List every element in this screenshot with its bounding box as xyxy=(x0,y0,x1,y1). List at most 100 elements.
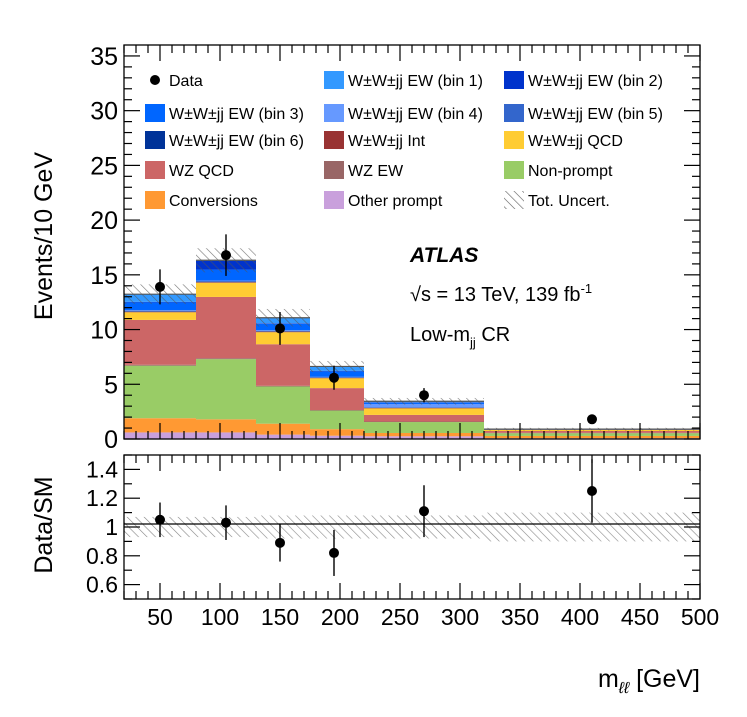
uncertainty-bin3 xyxy=(256,308,310,327)
legend-swatch-uncertainty xyxy=(504,191,524,209)
data-point-6 xyxy=(587,414,597,425)
legend-label: W±W±jj EW (bin 1) xyxy=(348,73,483,90)
legend-label: W±W±jj EW (bin 5) xyxy=(528,106,663,123)
region-label: Low-mjj CR xyxy=(410,324,510,350)
bar-wzew-bin3 xyxy=(256,385,310,387)
legend-label: Non-prompt xyxy=(528,163,613,180)
bar-np-bin2 xyxy=(196,359,256,420)
bar-np-bin1 xyxy=(124,365,196,419)
legend-label: W±W±jj QCD xyxy=(528,133,623,150)
uncertainty-bin6 xyxy=(484,427,700,431)
ratio-point-3 xyxy=(275,537,285,548)
data-point-5 xyxy=(419,390,429,401)
main-y-axis-label: Events/10 GeV xyxy=(30,152,58,320)
x-tick-label: 450 xyxy=(621,604,659,630)
ratio-point-5 xyxy=(419,506,429,517)
x-tick-label: 50 xyxy=(147,604,173,630)
legend-label: W±W±jj EW (bin 2) xyxy=(528,73,663,90)
legend-swatch-int xyxy=(324,131,344,149)
x-tick-label: 250 xyxy=(381,604,419,630)
bar-conv-bin4 xyxy=(310,429,364,436)
legend-swatch-np xyxy=(504,161,524,179)
ratio-y-ticks: 0.6 0.8 1 1.2 1.4 xyxy=(86,454,700,600)
bar-b6-bin1 xyxy=(124,311,196,312)
ratio-uncertainty-bin3 xyxy=(256,515,310,539)
legend-label: Data xyxy=(169,73,203,90)
legend-swatch-b1 xyxy=(324,71,344,89)
x-tick-label: 300 xyxy=(441,604,479,630)
legend-swatch-conv xyxy=(145,191,165,209)
ratio-y-tick-label: 1.4 xyxy=(86,456,118,482)
legend-swatch-b6 xyxy=(145,131,165,149)
x-tick-label: 150 xyxy=(261,604,299,630)
bar-other-bin4 xyxy=(310,435,364,439)
bar-conv-bin3 xyxy=(256,423,310,435)
bar-np-bin3 xyxy=(256,386,310,424)
bar-b4-bin2 xyxy=(196,280,256,282)
bar-wzew-bin2 xyxy=(196,358,256,360)
energy-lumi-label: √s = 13 TeV, 139 fb-1 xyxy=(410,281,592,306)
bar-b3-bin1 xyxy=(124,302,196,311)
legend-swatch-wzqcd xyxy=(145,161,165,179)
ratio-point-1 xyxy=(155,514,165,525)
bar-b4-bin5 xyxy=(364,403,484,408)
uncertainty-bin4 xyxy=(310,360,364,372)
bar-other-bin3 xyxy=(256,434,310,439)
atlas-label: ATLAS xyxy=(409,244,478,267)
x-tick-label: 100 xyxy=(201,604,239,630)
bar-b5-bin1 xyxy=(124,310,196,312)
legend-label: Tot. Uncert. xyxy=(528,193,610,210)
ratio-uncertainty-bin4 xyxy=(310,515,364,539)
bar-wzew-bin4 xyxy=(310,409,364,411)
ratio-point-6 xyxy=(587,486,597,496)
legend-marker-data xyxy=(150,75,160,85)
bar-b6-bin2 xyxy=(196,281,256,283)
x-tick-label: 350 xyxy=(501,604,539,630)
bar-b4-bin1 xyxy=(124,310,196,311)
data-point-3 xyxy=(275,323,285,334)
bar-int-bin2 xyxy=(196,282,256,283)
legend-swatch-qcd xyxy=(504,131,524,149)
legend-swatch-b4 xyxy=(324,104,344,122)
ratio-point-2 xyxy=(221,517,231,528)
legend-swatch-other xyxy=(324,191,344,209)
main-y-tick-label: 25 xyxy=(90,152,118,180)
legend-label: W±W±jj EW (bin 3) xyxy=(169,106,304,123)
legend-label: WZ EW xyxy=(348,163,404,180)
main-y-ticks: 0 5 10 15 20 25 30 35 xyxy=(90,43,700,454)
bar-int-bin1 xyxy=(124,311,196,313)
bar-wzew-bin1 xyxy=(124,364,196,366)
data-point-1 xyxy=(155,281,165,292)
legend: Data W±W±jj EW (bin 1) W±W±jj EW (bin 2) W±… xyxy=(145,71,663,210)
legend-label: Conversions xyxy=(169,193,258,210)
x-axis-label: mℓℓ [GeV] xyxy=(598,665,700,697)
main-y-tick-label: 10 xyxy=(90,317,118,345)
bar-wzqcd-bin5 xyxy=(364,414,484,422)
main-y-tick-label: 5 xyxy=(104,371,118,399)
main-y-tick-label: 30 xyxy=(90,98,118,126)
bar-np-bin5 xyxy=(364,422,484,433)
ratio-y-axis-label: Data/SM xyxy=(30,476,58,573)
legend-swatch-b3 xyxy=(145,104,165,122)
bar-qcd-bin2 xyxy=(196,282,256,297)
x-tick-label: 500 xyxy=(681,604,719,630)
main-y-tick-label: 0 xyxy=(104,426,118,454)
x-ticks: 50 100 150 200 250 300 350 400 450 500 xyxy=(123,45,719,630)
legend-label: W±W±jj EW (bin 4) xyxy=(348,106,483,123)
ratio-y-tick-label: 1 xyxy=(105,514,118,540)
legend-label: Other prompt xyxy=(348,193,443,210)
bar-qcd-bin4 xyxy=(310,378,364,389)
x-tick-label: 200 xyxy=(321,604,359,630)
main-y-tick-label: 20 xyxy=(90,207,118,235)
legend-label: W±W±jj Int xyxy=(348,133,426,150)
ratio-y-tick-label: 1.2 xyxy=(86,485,118,511)
bar-other-bin2 xyxy=(196,432,256,439)
bar-wzqcd-bin2 xyxy=(196,296,256,359)
main-y-tick-label: 15 xyxy=(90,262,118,290)
bar-wzqcd-bin1 xyxy=(124,319,196,365)
bar-np-bin4 xyxy=(310,410,364,430)
ratio-y-tick-label: 0.8 xyxy=(86,543,118,569)
bar-conv-bin2 xyxy=(196,419,256,433)
legend-label: W±W±jj EW (bin 6) xyxy=(169,133,304,150)
bar-b5-bin2 xyxy=(196,281,256,282)
